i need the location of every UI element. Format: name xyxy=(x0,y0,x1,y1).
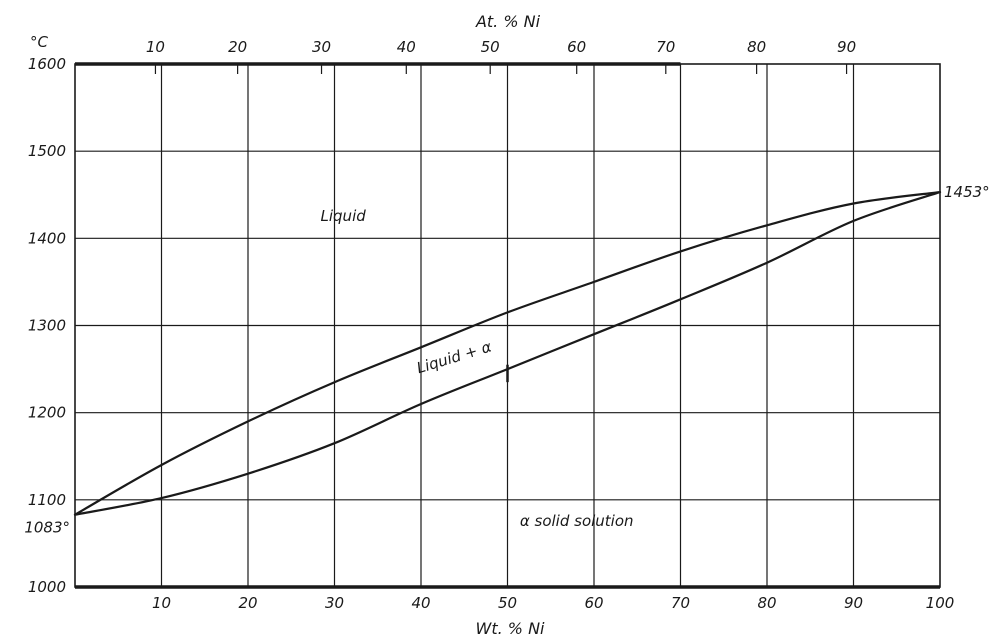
x2-tick-label: 80 xyxy=(747,38,766,56)
x-tick-label: 90 xyxy=(844,594,863,612)
label-alpha-solid-solution: α solid solution xyxy=(520,512,634,530)
x2-tick-label: 40 xyxy=(397,38,416,56)
x2-tick-label: 20 xyxy=(228,38,247,56)
tick-labels: 10 20 30 40 50 60 70 80 90 100 10 20 30 40 50 60 70 80 90 1… xyxy=(28,38,955,612)
y-tick-label: 1600 xyxy=(28,55,66,73)
label-1453: 1453° xyxy=(944,183,990,201)
curves xyxy=(73,191,942,516)
x2-tick-label: 90 xyxy=(837,38,856,56)
x-axis-title-top: At. % Ni xyxy=(475,12,541,31)
x-tick-label: 40 xyxy=(411,594,430,612)
x-axis-title-bottom: Wt. % Ni xyxy=(476,619,546,638)
x2-tick-label: 10 xyxy=(146,38,165,56)
x-tick-label: 10 xyxy=(152,594,171,612)
y-tick-label: 1200 xyxy=(28,404,66,422)
y-tick-label: 1300 xyxy=(28,317,66,335)
x-tick-label: 60 xyxy=(584,594,603,612)
x-tick-label: 30 xyxy=(325,594,344,612)
x2-tick-label: 50 xyxy=(481,38,500,56)
liquidus-curve xyxy=(73,191,942,516)
x-tick-label: 70 xyxy=(671,594,690,612)
label-1083: 1083° xyxy=(24,519,70,537)
plot-frame xyxy=(74,62,941,589)
x-tick-label: 20 xyxy=(238,594,257,612)
y-tick-label: 1400 xyxy=(28,229,66,247)
x2-tick-label: 30 xyxy=(312,38,331,56)
y-axis-unit-label: °C xyxy=(30,33,49,51)
y-tick-label: 1000 xyxy=(28,578,66,596)
label-liquid: Liquid xyxy=(321,207,367,225)
x2-tick-label: 60 xyxy=(567,38,586,56)
x2-tick-label: 70 xyxy=(656,38,675,56)
y-tick-label: 1500 xyxy=(28,142,66,160)
y-tick-label: 1100 xyxy=(28,491,66,509)
x-tick-label: 100 xyxy=(926,594,955,612)
x-tick-label: 80 xyxy=(757,594,776,612)
grid-lines xyxy=(75,64,940,587)
label-liquid-alpha: Liquid + α xyxy=(415,337,494,377)
x-tick-label: 50 xyxy=(498,594,517,612)
